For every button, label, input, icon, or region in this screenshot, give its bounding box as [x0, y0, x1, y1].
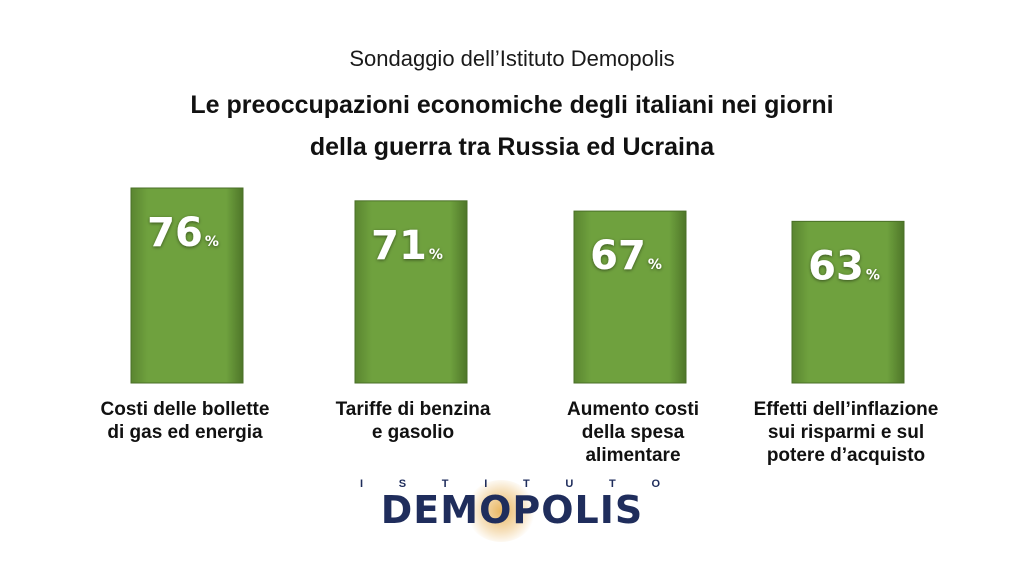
category-label-line: potere d’acquisto: [766, 445, 926, 466]
category-label-line: e gasolio: [371, 422, 455, 443]
data-label-inflazione: 63%: [808, 243, 880, 289]
logo-letter: T: [609, 478, 616, 490]
logo-letter: O: [651, 478, 660, 490]
data-label-bollette: 76%: [147, 210, 219, 256]
logo-letter: S: [398, 478, 407, 490]
data-label-value: 71: [371, 223, 427, 269]
category-label-inflazione: Effetti dell’inflazione sui risparmi e s…: [731, 398, 961, 467]
logo-letter: T: [522, 478, 530, 490]
bar-benzina: [354, 200, 468, 384]
data-label-value: 76: [147, 210, 203, 256]
data-label-value: 67: [590, 233, 646, 279]
data-label-spesa: 67%: [590, 233, 662, 279]
bar-bollette: [130, 187, 244, 384]
logo-istituto-letters: I S T I T U T O: [360, 478, 660, 490]
category-label-spesa: Aumento costi della spesa alimentare: [518, 398, 748, 467]
demopolis-logo: I S T I T U T O DEMOPOLIS: [0, 478, 1024, 548]
category-label-line: Effetti dell’inflazione: [753, 399, 939, 420]
data-label-unit: %: [205, 234, 219, 250]
category-label-line: sui risparmi e sul: [767, 422, 925, 443]
category-label-line: Tariffe di benzina: [335, 399, 491, 420]
logo-letter: U: [565, 478, 574, 490]
chart-title: Le preoccupazioni economiche degli itali…: [0, 84, 1024, 168]
bar-inflazione: [791, 220, 905, 384]
category-label-bollette: Costi delle bollette di gas ed energia: [70, 398, 300, 444]
category-label-line: alimentare: [585, 445, 681, 466]
logo-letter: I: [484, 478, 488, 490]
logo-letter: T: [441, 478, 449, 490]
category-label-benzina: Tariffe di benzina e gasolio: [298, 398, 528, 444]
logo-letter: I: [360, 478, 364, 490]
category-label-line: della spesa: [581, 422, 685, 443]
data-label-value: 63: [808, 243, 864, 289]
data-label-unit: %: [648, 257, 662, 273]
chart-subtitle: Sondaggio dell’Istituto Demopolis: [349, 46, 675, 71]
data-label-unit: %: [866, 267, 880, 283]
data-label-benzina: 71%: [371, 223, 443, 269]
bar-spesa: [573, 210, 687, 384]
logo-glow: [466, 480, 536, 542]
bar-chart: 76% 71% 67% 63%: [130, 187, 905, 384]
data-label-unit: %: [429, 247, 443, 263]
chart-title-line-2: della guerra tra Russia ed Ucraina: [309, 133, 715, 161]
category-label-line: Aumento costi: [567, 399, 699, 420]
logo-wordmark: DEMOPOLIS: [380, 488, 644, 532]
category-label-line: Costi delle bollette: [100, 399, 270, 420]
chart-title-line-1: Le preoccupazioni economiche degli itali…: [190, 91, 834, 119]
category-label-line: di gas ed energia: [107, 422, 263, 443]
